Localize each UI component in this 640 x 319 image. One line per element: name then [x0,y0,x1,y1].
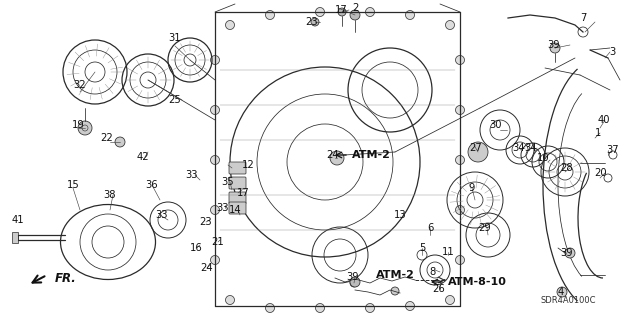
Text: 13: 13 [394,210,406,220]
Text: 25: 25 [168,95,181,105]
Text: 27: 27 [470,143,483,153]
Polygon shape [12,232,18,243]
Circle shape [456,155,465,165]
Circle shape [456,205,465,214]
Text: 7: 7 [580,13,586,23]
FancyBboxPatch shape [229,177,246,189]
Text: 11: 11 [442,247,454,257]
Circle shape [311,18,319,26]
Text: 28: 28 [561,163,573,173]
Circle shape [211,205,220,214]
Circle shape [266,303,275,313]
Text: ATM-8-10: ATM-8-10 [448,277,507,287]
Text: 12: 12 [242,160,254,170]
Text: 6: 6 [427,223,433,233]
Text: 21: 21 [212,237,225,247]
Text: SDR4A0100C: SDR4A0100C [541,296,596,305]
Text: 41: 41 [12,215,24,225]
Text: 33: 33 [186,170,198,180]
Circle shape [338,8,346,16]
Circle shape [557,287,567,297]
FancyBboxPatch shape [229,202,246,214]
Circle shape [211,256,220,264]
Text: 37: 37 [607,145,620,155]
Text: 15: 15 [67,180,79,190]
Text: 23: 23 [306,17,318,27]
Text: 14: 14 [228,205,241,215]
Text: 34: 34 [525,143,537,153]
Circle shape [445,20,454,29]
Circle shape [445,295,454,305]
Text: 24: 24 [201,263,213,273]
Text: 24: 24 [326,150,339,160]
Circle shape [115,137,125,147]
Text: 30: 30 [490,120,502,130]
Text: 39: 39 [548,40,560,50]
FancyBboxPatch shape [229,162,246,174]
Circle shape [365,303,374,313]
Text: 10: 10 [537,153,549,163]
Text: 42: 42 [137,152,149,162]
Circle shape [266,11,275,19]
Text: 29: 29 [479,223,492,233]
Text: 31: 31 [169,33,181,43]
Text: 38: 38 [104,190,116,200]
Circle shape [406,11,415,19]
Circle shape [316,303,324,313]
Circle shape [350,279,358,287]
Circle shape [350,277,360,287]
Text: 17: 17 [237,188,250,198]
Text: 23: 23 [200,217,212,227]
Circle shape [211,56,220,64]
Text: 9: 9 [469,183,475,193]
Circle shape [316,8,324,17]
Circle shape [456,106,465,115]
Text: 16: 16 [189,243,202,253]
Circle shape [565,248,575,258]
Text: 26: 26 [433,284,445,294]
Circle shape [391,287,399,295]
Text: 20: 20 [595,168,607,178]
Text: 32: 32 [74,80,86,90]
Circle shape [406,301,415,310]
Text: 39: 39 [347,272,359,282]
Circle shape [225,295,234,305]
Circle shape [330,151,344,165]
Circle shape [468,142,488,162]
Text: 39: 39 [561,248,573,258]
Text: 33: 33 [217,203,229,213]
Text: 5: 5 [419,243,425,253]
Text: 1: 1 [595,128,601,138]
Text: 4: 4 [558,287,564,297]
Circle shape [456,56,465,64]
Text: 19: 19 [72,120,84,130]
Circle shape [211,106,220,115]
FancyBboxPatch shape [229,192,246,204]
Circle shape [78,121,92,135]
Text: 8: 8 [429,267,435,277]
Circle shape [211,155,220,165]
Text: 40: 40 [598,115,611,125]
Circle shape [350,10,360,20]
Text: 17: 17 [335,5,348,15]
Text: 33: 33 [156,210,168,220]
Text: 34: 34 [513,143,525,153]
Circle shape [365,8,374,17]
Circle shape [550,43,560,53]
Text: 22: 22 [100,133,113,143]
Circle shape [456,256,465,264]
Text: 35: 35 [221,177,234,187]
Text: ATM-2: ATM-2 [352,150,391,160]
Circle shape [225,20,234,29]
Text: 36: 36 [146,180,158,190]
Text: ATM-2: ATM-2 [376,270,415,280]
Text: 3: 3 [609,47,615,57]
Text: 2: 2 [352,3,358,13]
Text: FR.: FR. [55,272,77,286]
